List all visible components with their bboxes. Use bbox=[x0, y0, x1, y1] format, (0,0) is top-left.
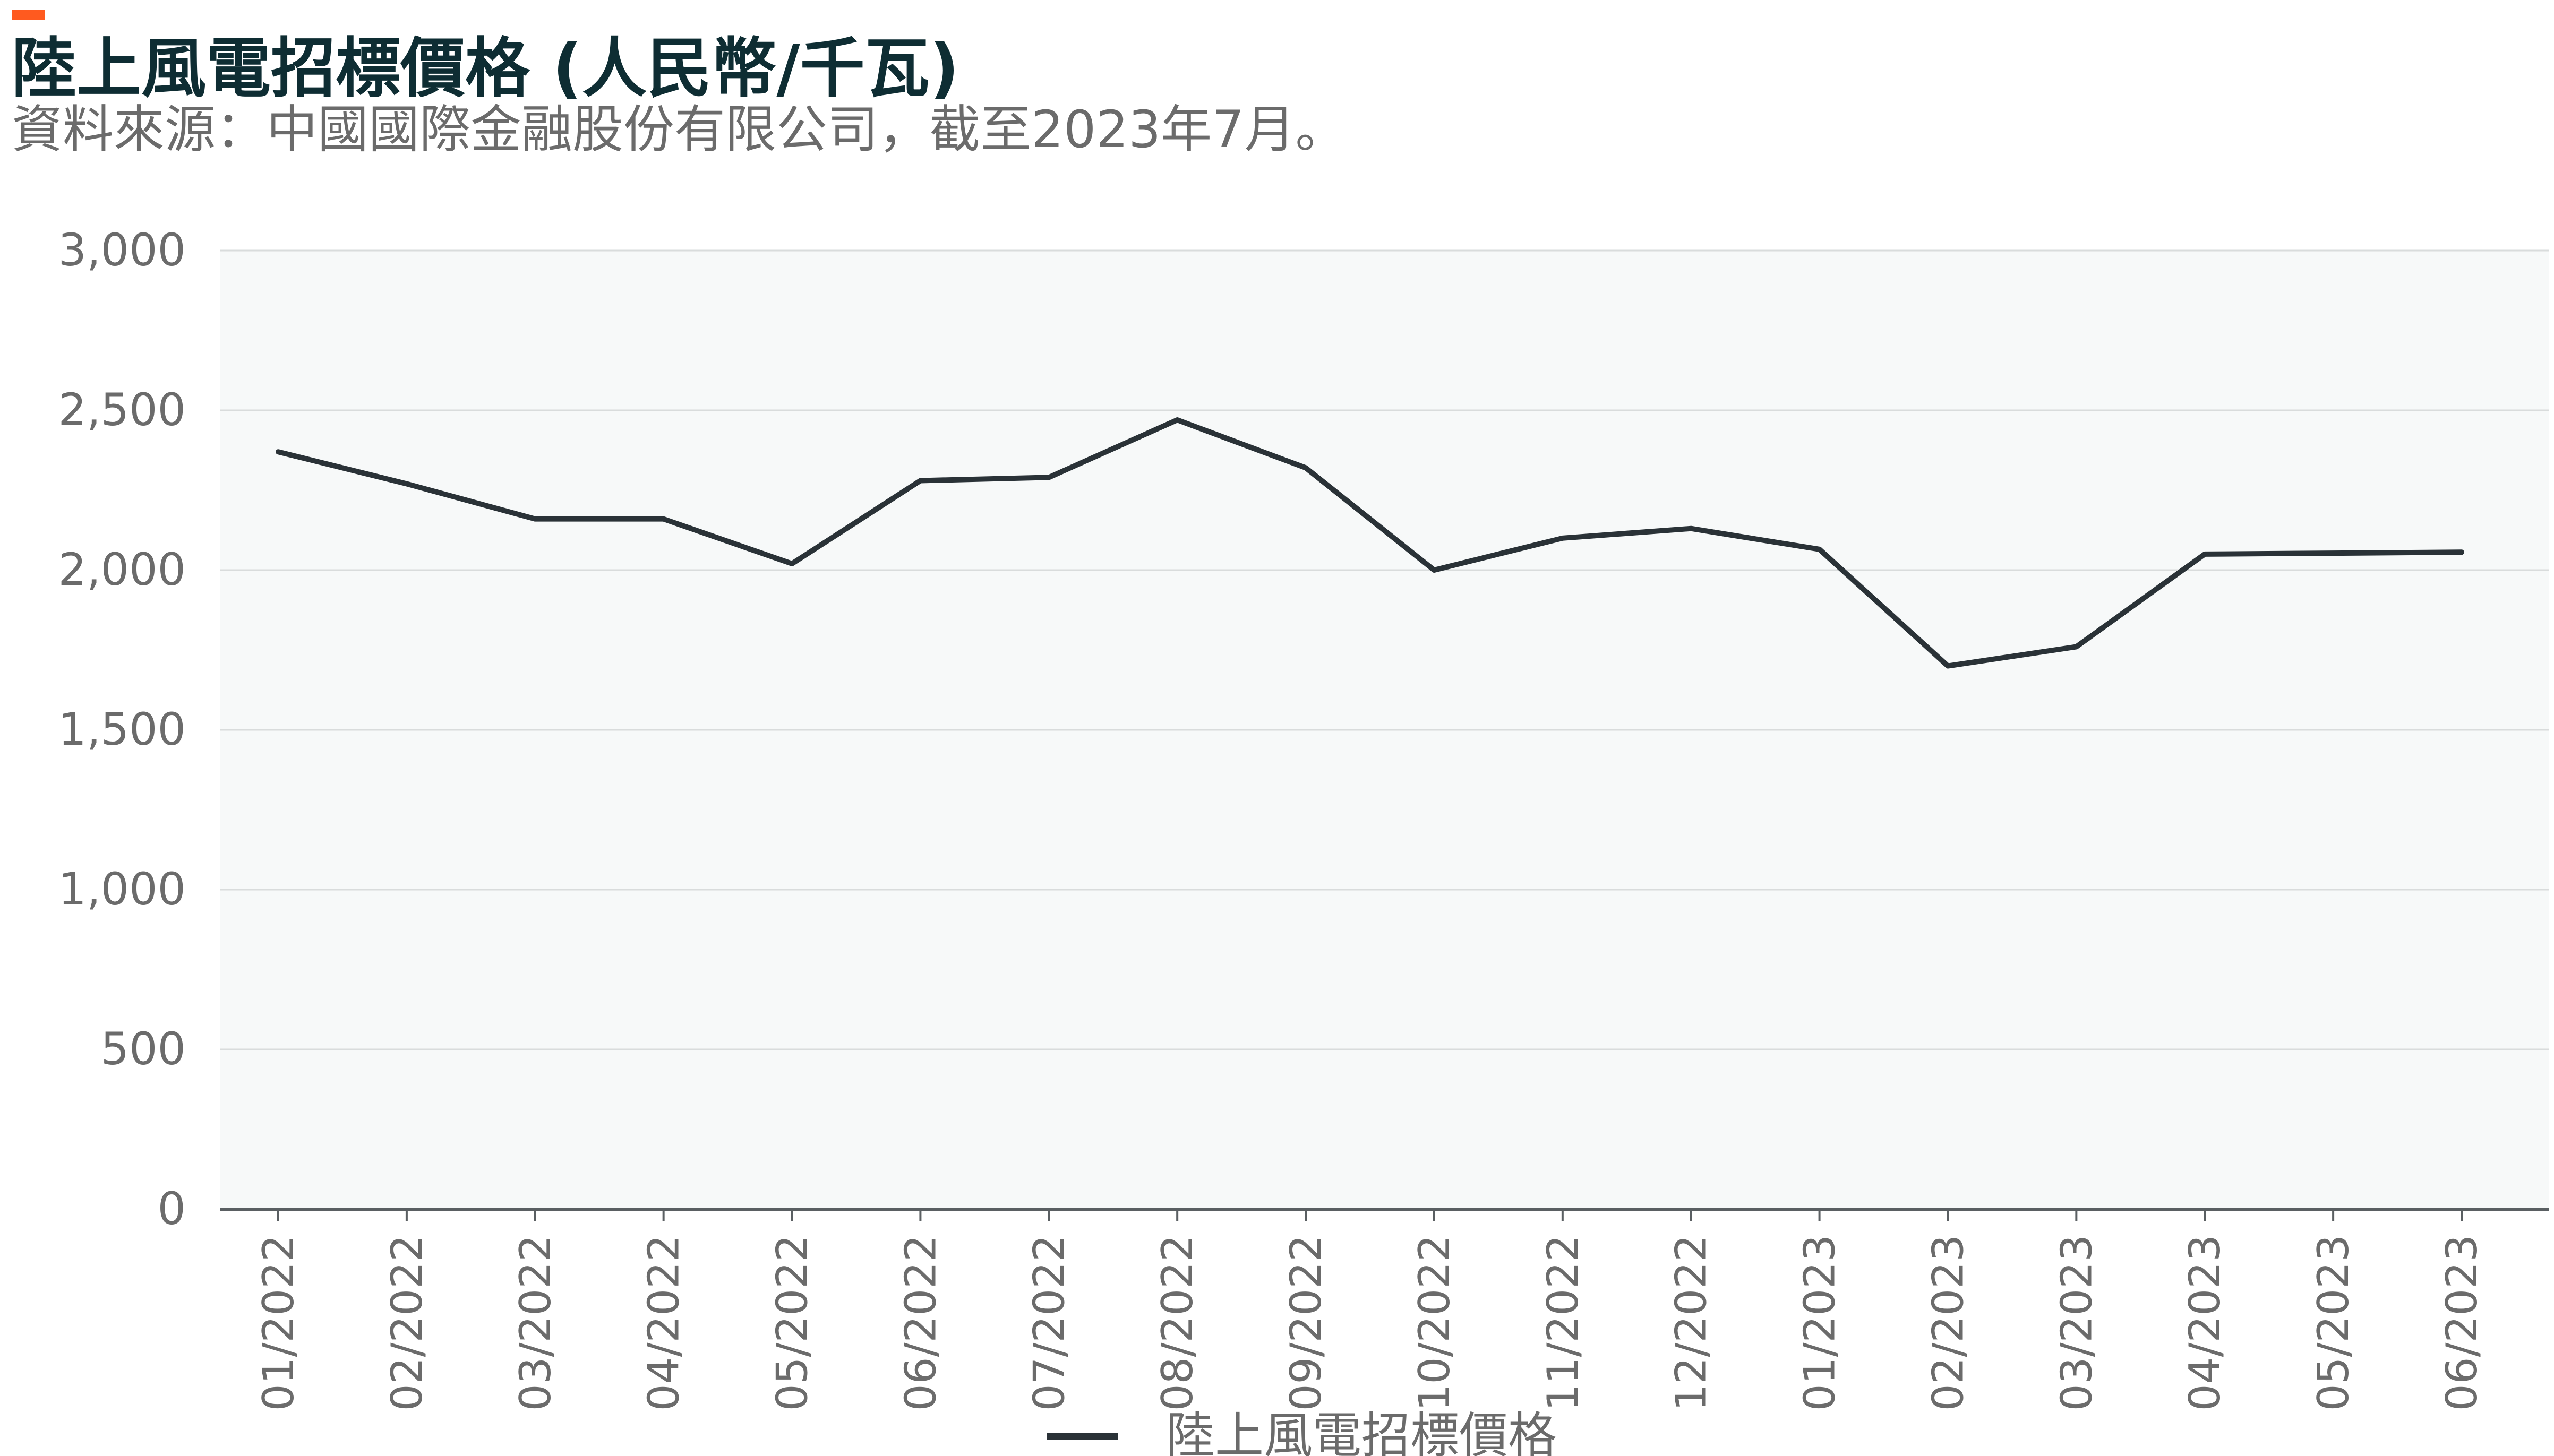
x-tick-label: 06/2022 bbox=[896, 1235, 945, 1411]
x-tick-label: 05/2022 bbox=[768, 1235, 817, 1411]
x-tick-label: 05/2023 bbox=[2309, 1235, 2358, 1411]
y-tick-label: 1,000 bbox=[58, 863, 186, 915]
x-tick-label: 09/2022 bbox=[1281, 1235, 1331, 1411]
x-tick-label: 03/2023 bbox=[2052, 1235, 2101, 1411]
x-tick-label: 04/2023 bbox=[2180, 1235, 2230, 1411]
y-tick-label: 2,500 bbox=[58, 384, 186, 436]
legend: 陸上風電招標價格 bbox=[1047, 1407, 1557, 1456]
x-tick-label: 10/2022 bbox=[1410, 1235, 1459, 1411]
x-tick-label: 03/2022 bbox=[511, 1235, 560, 1411]
x-tick-label: 02/2023 bbox=[1923, 1235, 1973, 1411]
x-tick-label: 12/2022 bbox=[1667, 1235, 1716, 1411]
y-tick-label: 500 bbox=[101, 1023, 186, 1075]
x-tick-label: 01/2023 bbox=[1795, 1235, 1845, 1411]
y-tick-label: 2,000 bbox=[58, 544, 186, 596]
x-tick-label: 02/2022 bbox=[382, 1235, 432, 1411]
x-tick-label: 07/2022 bbox=[1024, 1235, 1074, 1411]
legend-label: 陸上風電招標價格 bbox=[1166, 1407, 1557, 1456]
x-axis-ticks: 01/2022 02/2022 03/2022 04/2022 05/2022 06/20… bbox=[254, 1209, 2487, 1411]
chart-title: 陸上風電招標價格 (人民幣/千瓦) bbox=[12, 31, 959, 106]
x-tick-label: 11/2022 bbox=[1538, 1235, 1588, 1411]
x-tick-label: 01/2022 bbox=[254, 1235, 303, 1411]
y-tick-label: 1,500 bbox=[58, 703, 186, 755]
chart-source-note: 資料來源：中國國際金融股份有限公司，截至2023年7月。 bbox=[12, 100, 1347, 159]
series-line-onshore-wind-price bbox=[276, 417, 2464, 669]
y-axis-ticks: 3,000 2,500 2,000 1,500 1,000 500 0 bbox=[58, 224, 186, 1235]
x-tick-label: 06/2023 bbox=[2437, 1235, 2487, 1411]
x-tick-label: 08/2022 bbox=[1153, 1235, 1202, 1411]
grid-lines bbox=[220, 249, 2549, 1050]
x-tick-label: 04/2022 bbox=[639, 1235, 689, 1411]
y-tick-label: 3,000 bbox=[58, 224, 186, 276]
y-tick-label: 0 bbox=[158, 1183, 186, 1235]
accent-bar bbox=[12, 10, 45, 20]
